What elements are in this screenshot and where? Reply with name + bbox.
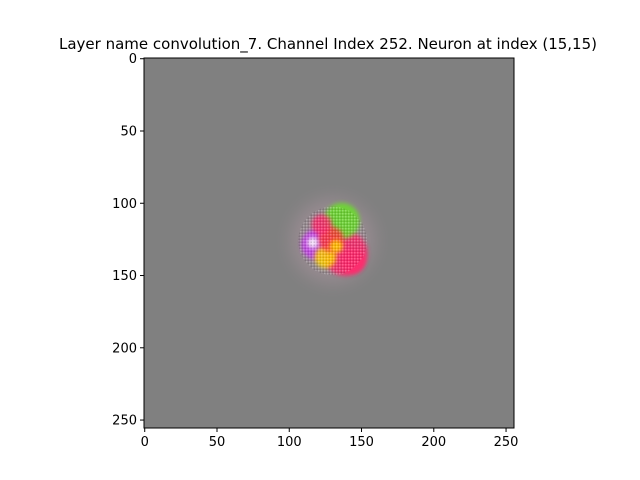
y-axis: 0 50 100 150 200 250 [112,52,144,429]
image-area [144,58,514,428]
x-axis: 0 50 100 150 200 250 [141,428,519,450]
plot-frame [143,57,515,429]
x-tick-label: 50 [209,435,226,450]
y-tick-label: 0 [129,52,137,67]
y-tick-label: 100 [112,197,137,212]
y-tick-label: 250 [112,414,137,429]
x-tick-label: 150 [349,435,374,450]
x-tick-label: 0 [141,435,149,450]
chart-title: Layer name convolution_7. Channel Index … [59,35,597,54]
activation-blob [291,199,375,283]
y-tick-label: 150 [112,269,137,284]
x-tick-label: 100 [277,435,302,450]
x-tick-label: 250 [494,435,519,450]
blob-texture [298,206,367,276]
y-tick-label: 50 [120,124,137,139]
x-tick-label: 200 [421,435,446,450]
y-tick-label: 200 [112,341,137,356]
